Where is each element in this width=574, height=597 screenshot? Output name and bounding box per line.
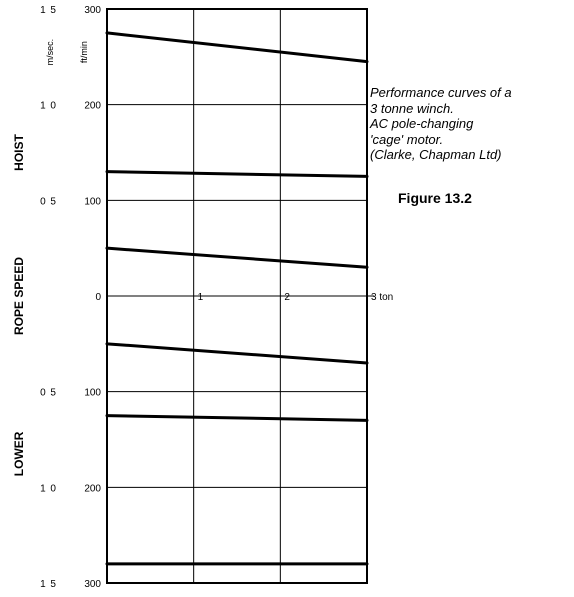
svg-text:0 5: 0 5 [40,196,57,207]
svg-text:1 5: 1 5 [40,5,57,16]
caption-line: AC pole-changing [370,116,512,132]
caption-line: 3 tonne winch. [370,101,512,117]
svg-text:1: 1 [198,292,204,303]
svg-text:1 5: 1 5 [40,579,57,590]
svg-text:1 0: 1 0 [40,101,57,112]
svg-text:100: 100 [84,196,101,207]
svg-text:LOWER: LOWER [12,431,26,476]
figure-label: Figure 13.2 [398,190,472,206]
svg-text:1 0: 1 0 [40,483,57,494]
figure-caption: Performance curves of a3 tonne winch. AC… [370,85,512,163]
svg-text:100: 100 [84,388,101,399]
svg-text:0 5: 0 5 [40,388,57,399]
svg-text:300: 300 [84,5,101,16]
svg-text:3 ton: 3 ton [371,292,393,303]
svg-text:m/sec.: m/sec. [45,39,55,66]
svg-text:ft/min: ft/min [79,41,89,63]
svg-text:ROPE SPEED: ROPE SPEED [12,257,26,335]
svg-text:0: 0 [95,292,101,303]
svg-text:200: 200 [84,101,101,112]
svg-text:2: 2 [284,292,290,303]
caption-line: (Clarke, Chapman Ltd) [370,147,512,163]
caption-line: Performance curves of a [370,85,512,101]
svg-text:200: 200 [84,483,101,494]
svg-text:300: 300 [84,579,101,590]
figure-13-2: { "chart":{ "type":"line", "plot":{"x":1… [0,0,574,597]
svg-text:HOIST: HOIST [12,133,26,170]
caption-line: 'cage' motor. [370,132,512,148]
